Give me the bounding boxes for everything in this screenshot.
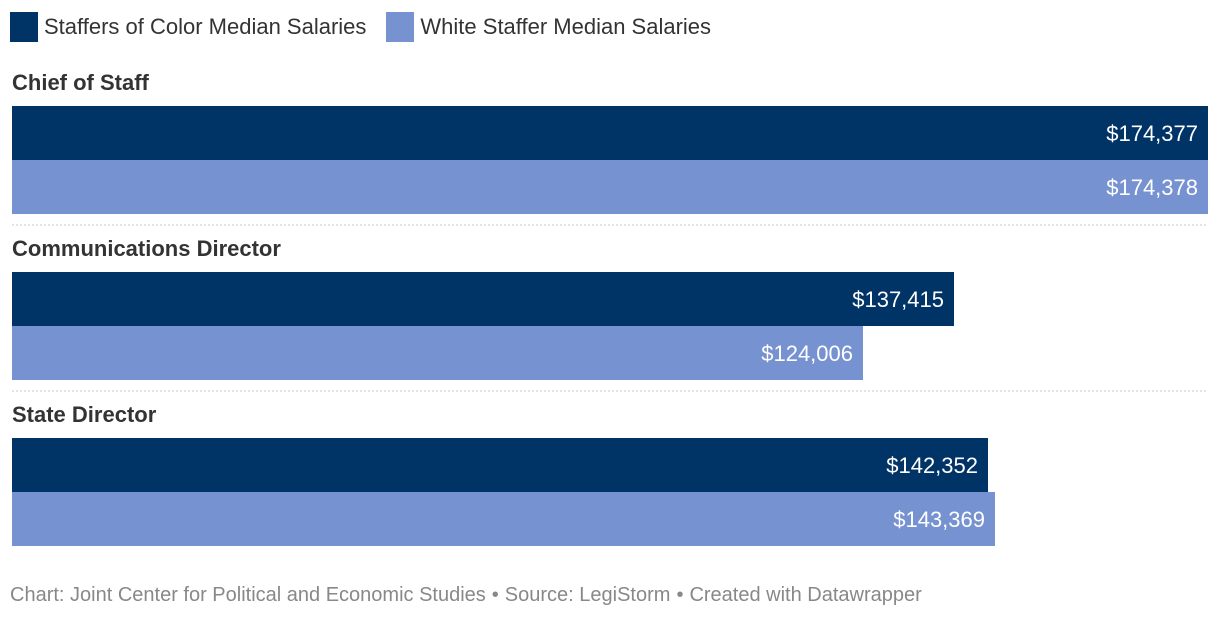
legend-label-white-staffers: White Staffer Median Salaries bbox=[420, 14, 712, 39]
bar-communications-director-series-1 bbox=[12, 272, 954, 326]
legend-label-staffers-of-color: Staffers of Color Median Salaries bbox=[44, 14, 367, 39]
bar-chief-of-staff-series-2 bbox=[12, 160, 1208, 214]
category-label-communications-director: Communications Director bbox=[12, 236, 281, 261]
legend-item-staffers-of-color: Staffers of Color Median Salaries bbox=[10, 12, 366, 42]
legend: Staffers of Color Median Salaries White … bbox=[10, 12, 731, 42]
data-label-chief-of-staff-series-2: $174,378 bbox=[1106, 175, 1198, 200]
footer-source: Source: LegiStorm bbox=[504, 584, 671, 606]
data-label-state-director-series-2: $143,369 bbox=[893, 507, 985, 532]
footer-created-with: Created with Datawrapper bbox=[689, 584, 922, 606]
bar-state-director-series-1 bbox=[12, 438, 988, 492]
data-label-communications-director-series-1: $137,415 bbox=[852, 287, 944, 312]
data-label-state-director-series-1: $142,352 bbox=[886, 453, 978, 478]
legend-item-white-staffers: White Staffer Median Salaries bbox=[386, 12, 711, 42]
footer-chart-credit: Chart: Joint Center for Political and Ec… bbox=[10, 584, 486, 606]
footer-separator: • bbox=[491, 584, 499, 606]
category-label-chief-of-staff: Chief of Staff bbox=[12, 70, 150, 95]
legend-swatch-white-staffers bbox=[386, 12, 415, 42]
bar-state-director-series-2 bbox=[12, 492, 995, 546]
bar-communications-director-series-2 bbox=[12, 326, 863, 380]
legend-swatch-staffers-of-color bbox=[10, 12, 38, 42]
data-label-chief-of-staff-series-1: $174,377 bbox=[1106, 121, 1198, 146]
category-label-state-director: State Director bbox=[12, 402, 157, 427]
data-label-communications-director-series-2: $124,006 bbox=[761, 341, 853, 366]
bar-chief-of-staff-series-1 bbox=[12, 106, 1208, 160]
chart-footer: Chart: Joint Center for Political and Ec… bbox=[10, 584, 922, 607]
footer-separator: • bbox=[676, 584, 684, 606]
